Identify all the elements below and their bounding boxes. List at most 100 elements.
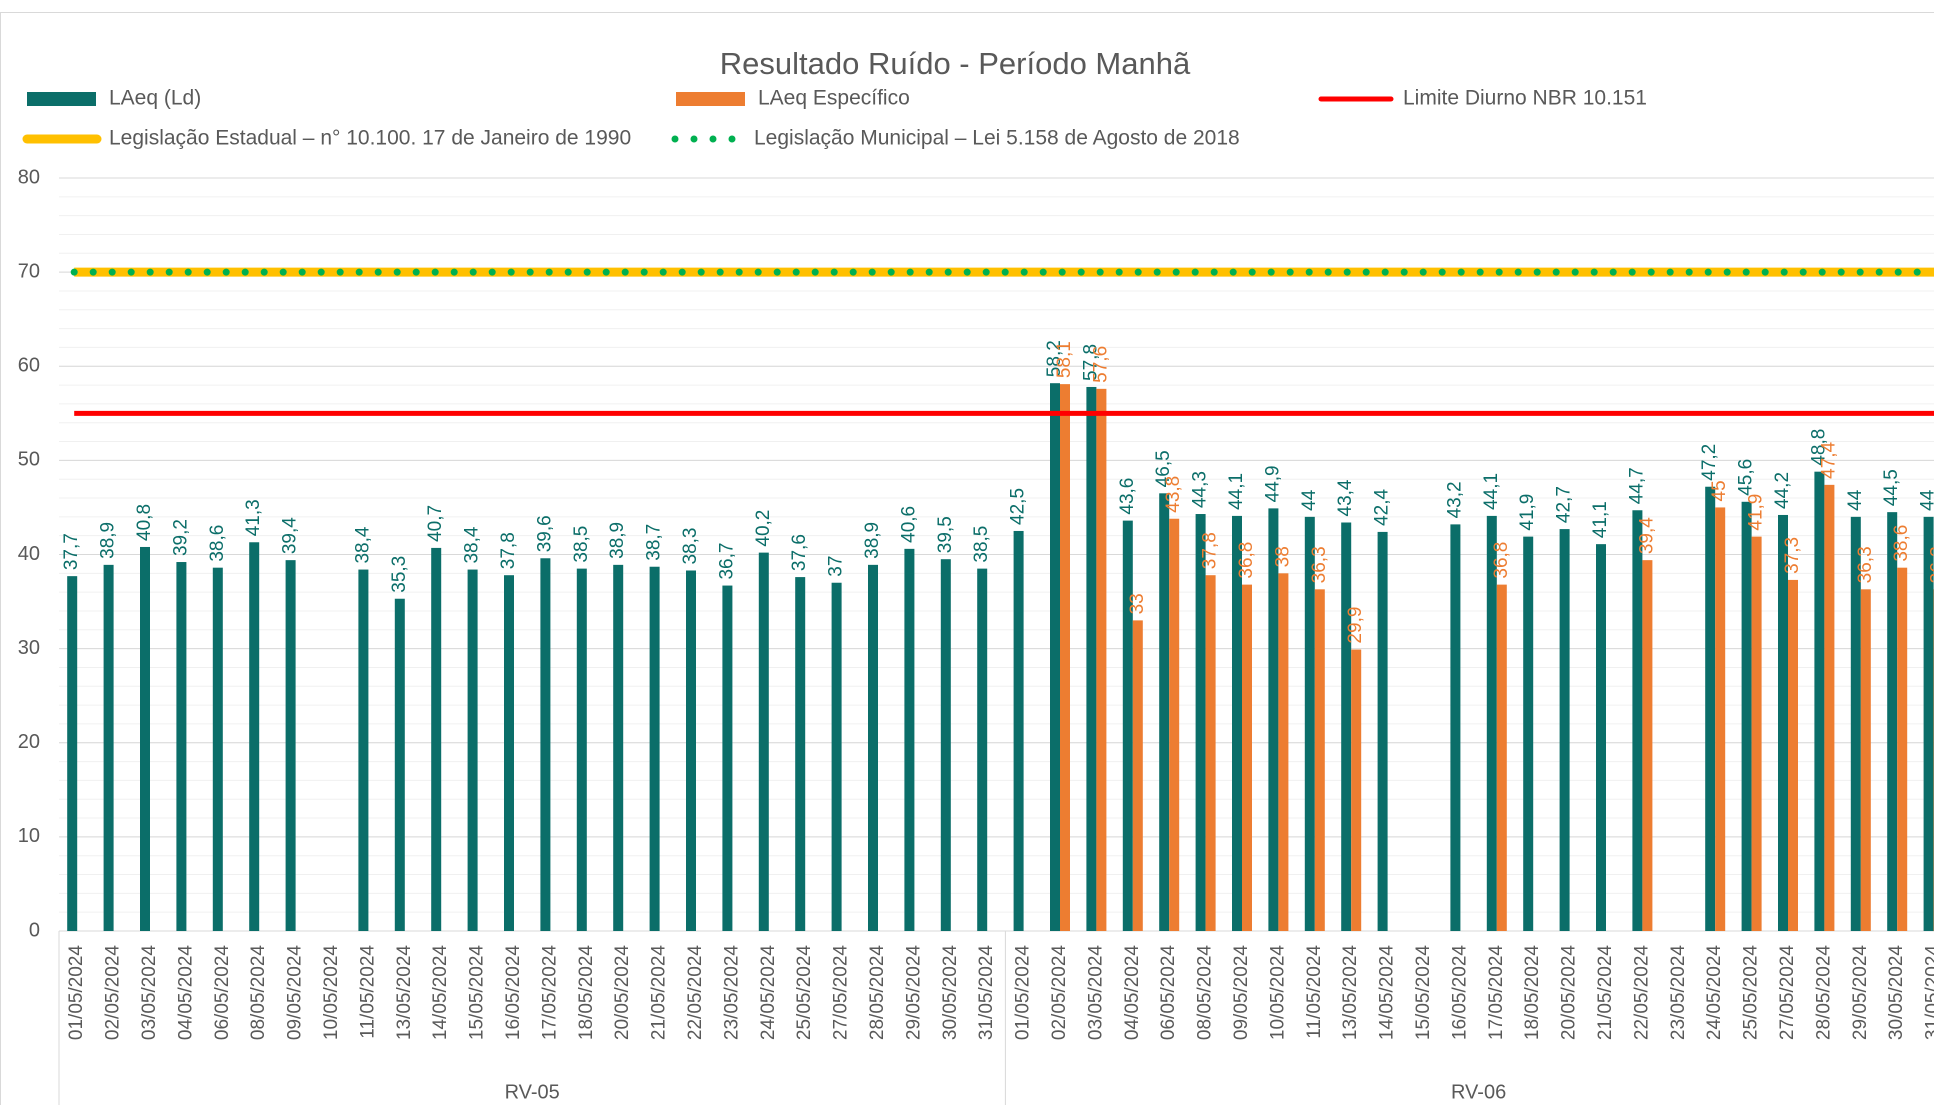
data-label: 43,8 [1163, 476, 1184, 513]
x-tick-label: 10/05/2024 [1267, 945, 1288, 1041]
chart-title: Resultado Ruído - Período Manhã [720, 46, 1191, 81]
y-tick-label: 20 [18, 731, 40, 753]
x-tick-label: 31/05/2024 [976, 945, 997, 1041]
data-label: 44,1 [1226, 473, 1247, 510]
bar [1705, 486, 1716, 931]
x-tick-label: 15/05/2024 [1413, 945, 1434, 1041]
bar [140, 546, 150, 931]
data-label: 38,6 [207, 525, 228, 562]
bar [758, 552, 769, 931]
bar [1715, 507, 1726, 931]
bar [1450, 524, 1461, 931]
data-label: 36,8 [1491, 542, 1512, 579]
x-tick-label: 28/05/2024 [1813, 945, 1834, 1041]
x-tick-label: 18/05/2024 [1522, 945, 1543, 1041]
x-tick-label: 17/05/2024 [1486, 945, 1507, 1041]
x-tick-label: 27/05/2024 [1777, 945, 1798, 1041]
data-label: 38,5 [571, 526, 592, 563]
data-label: 39,2 [170, 519, 191, 556]
bar [1132, 620, 1143, 931]
bar [1159, 493, 1170, 931]
legend-label: LAeq (Ld) [109, 87, 201, 110]
x-tick-label: 04/05/2024 [175, 945, 196, 1041]
bar [467, 569, 478, 931]
data-label: 37 [826, 556, 847, 577]
x-tick-label: 08/05/2024 [248, 945, 269, 1041]
data-label: 41,1 [1590, 501, 1611, 538]
bar [1013, 530, 1024, 931]
data-label: 39,4 [280, 517, 301, 554]
x-tick-label: 03/05/2024 [1085, 945, 1106, 1041]
data-label: 39,6 [534, 515, 555, 552]
bar [249, 542, 260, 931]
x-tick-label: 22/05/2024 [685, 945, 706, 1041]
bar [1860, 589, 1871, 931]
data-label: 44,9 [1262, 465, 1283, 502]
group-label: RV-05 [505, 1081, 560, 1103]
bar [686, 570, 696, 931]
data-label: 57,8 [1080, 344, 1101, 381]
x-tick-label: 25/05/2024 [794, 945, 815, 1041]
bar [1169, 518, 1180, 931]
x-tick-label: 18/05/2024 [576, 945, 597, 1041]
bar [1523, 536, 1534, 931]
bar [940, 559, 951, 931]
data-label: 37,7 [61, 533, 82, 570]
y-tick-label: 0 [29, 919, 40, 941]
data-label: 46,5 [1153, 450, 1174, 487]
bar [1351, 649, 1362, 931]
bar [1122, 520, 1133, 931]
bar [1486, 515, 1497, 931]
x-tick-label: 09/05/2024 [285, 945, 306, 1041]
bar [1205, 575, 1216, 931]
data-label: 41,9 [1746, 494, 1767, 531]
data-label: 37,3 [1782, 537, 1803, 574]
bar [1814, 471, 1825, 931]
data-label: 38,5 [971, 526, 992, 563]
x-tick-label: 02/05/2024 [103, 945, 124, 1041]
bar [613, 564, 624, 931]
data-label: 47,2 [1699, 444, 1720, 481]
x-tick-label: 16/05/2024 [503, 945, 524, 1041]
x-tick-label: 21/05/2024 [1595, 945, 1616, 1041]
data-label: 36,3 [1855, 546, 1876, 583]
bar [540, 558, 551, 931]
data-label: 41,9 [1517, 494, 1538, 531]
data-label: 40,7 [425, 505, 446, 542]
data-label: 38,9 [98, 522, 119, 559]
x-tick-label: 15/05/2024 [467, 945, 488, 1041]
bar [1268, 508, 1279, 931]
data-label: 37,8 [498, 532, 519, 569]
x-tick-label: 24/05/2024 [758, 945, 779, 1041]
group-label: RV-06 [1451, 1081, 1506, 1103]
data-label: 47,4 [1818, 441, 1839, 478]
bar [1850, 516, 1861, 931]
data-label: 44 [1299, 489, 1320, 511]
data-label: 44,2 [1772, 472, 1793, 509]
bar [1232, 515, 1242, 931]
x-tick-label: 29/05/2024 [903, 945, 924, 1041]
data-label: 57,6 [1090, 346, 1111, 383]
x-tick-label: 20/05/2024 [1559, 945, 1580, 1041]
x-tick-label: 13/05/2024 [394, 945, 415, 1041]
x-tick-label: 13/05/2024 [1340, 945, 1361, 1041]
x-tick-label: 03/05/2024 [139, 945, 160, 1041]
bar [1341, 522, 1352, 931]
x-tick-label: 06/05/2024 [1158, 945, 1179, 1041]
bar [1304, 516, 1315, 931]
x-tick-label: 04/05/2024 [1122, 945, 1143, 1041]
bar [1096, 388, 1107, 932]
x-tick-label: 01/05/2024 [1013, 945, 1034, 1041]
x-tick-label: 16/05/2024 [1449, 945, 1470, 1041]
x-tick-label: 21/05/2024 [649, 945, 670, 1041]
bar [1559, 529, 1570, 931]
bar [1596, 544, 1606, 931]
data-label: 43,6 [1117, 478, 1138, 515]
bar [1632, 510, 1643, 931]
x-tick-label: 30/05/2024 [940, 945, 961, 1041]
x-tick-label: 08/05/2024 [1195, 945, 1216, 1041]
data-label: 38,4 [462, 526, 483, 563]
bar [1086, 386, 1097, 931]
x-tick-label: 11/05/2024 [357, 945, 378, 1039]
